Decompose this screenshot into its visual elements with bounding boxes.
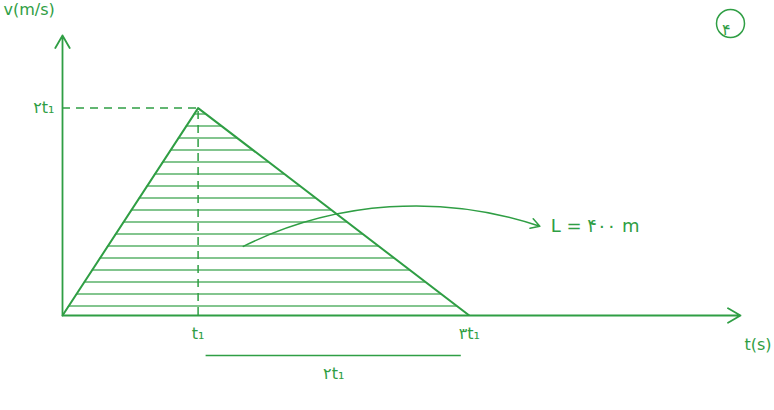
svg-text:t(s): t(s) bbox=[744, 335, 771, 354]
svg-text:۲t₁: ۲t₁ bbox=[33, 98, 54, 117]
svg-text:۲t₁: ۲t₁ bbox=[323, 364, 344, 383]
svg-text:۴: ۴ bbox=[722, 20, 731, 39]
svg-text:v(m/s): v(m/s) bbox=[4, 0, 55, 19]
svg-text:L = ۴۰۰ m: L = ۴۰۰ m bbox=[551, 215, 640, 236]
svg-text:۳t₁: ۳t₁ bbox=[459, 324, 480, 343]
svg-text:t₁: t₁ bbox=[192, 324, 205, 343]
